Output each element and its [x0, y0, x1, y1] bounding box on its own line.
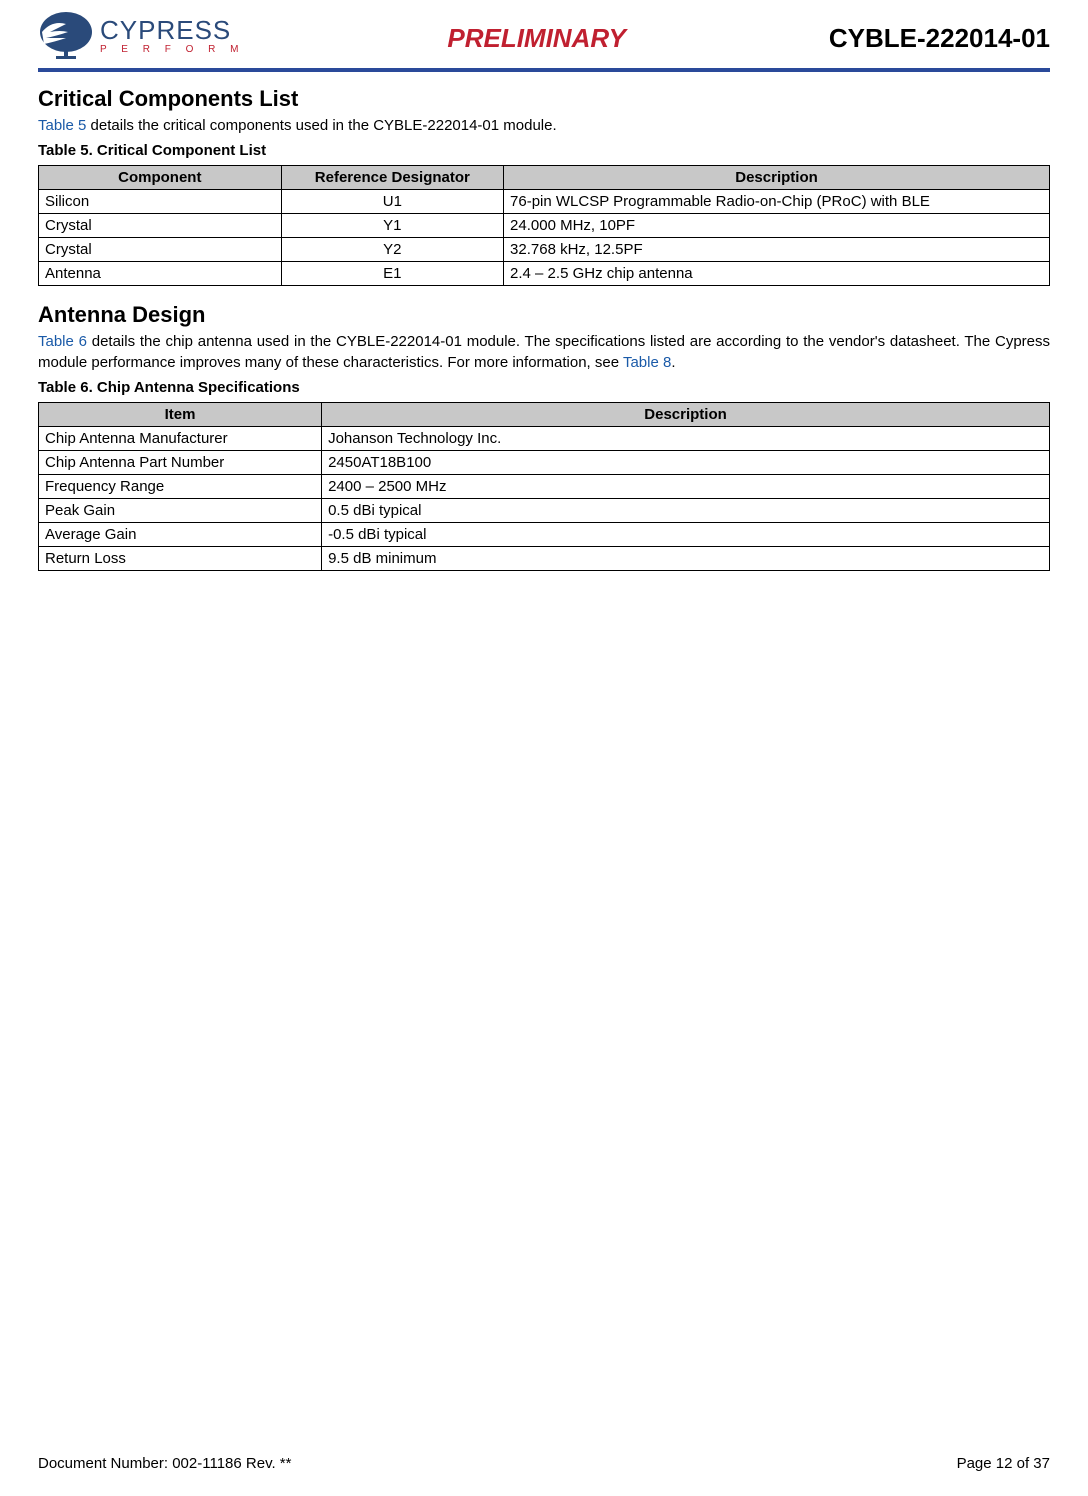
chip-antenna-table: ItemDescriptionChip Antenna Manufacturer… — [38, 402, 1050, 571]
table-row: Chip Antenna ManufacturerJohanson Techno… — [39, 426, 1050, 450]
header-divider — [38, 68, 1050, 72]
logo-tagline-text: P E R F O R M — [100, 45, 245, 55]
table-row: Average Gain-0.5 dBi typical — [39, 522, 1050, 546]
table-cell: Return Loss — [39, 546, 322, 570]
table-cell: Frequency Range — [39, 474, 322, 498]
table5-title: Table 5. Critical Component List — [38, 142, 1050, 159]
table-cell: Silicon — [39, 190, 282, 214]
table-row: Chip Antenna Part Number2450AT18B100 — [39, 450, 1050, 474]
table-cell: Average Gain — [39, 522, 322, 546]
table6-title: Table 6. Chip Antenna Specifications — [38, 379, 1050, 396]
table-cell: 2400 – 2500 MHz — [322, 474, 1050, 498]
table-header-cell: Description — [322, 402, 1050, 426]
table-cell: 2450AT18B100 — [322, 450, 1050, 474]
table-header-cell: Description — [504, 166, 1050, 190]
table-cell: E1 — [281, 262, 503, 286]
table-cell: Chip Antenna Part Number — [39, 450, 322, 474]
table-cell: 9.5 dB minimum — [322, 546, 1050, 570]
section-heading-critical-components: Critical Components List — [38, 86, 1050, 112]
table-cell: Johanson Technology Inc. — [322, 426, 1050, 450]
table-cell: U1 — [281, 190, 503, 214]
section-heading-antenna-design: Antenna Design — [38, 302, 1050, 328]
table-header-cell: Component — [39, 166, 282, 190]
table-row: AntennaE12.4 – 2.5 GHz chip antenna — [39, 262, 1050, 286]
table5-link[interactable]: Table 5 — [38, 117, 86, 134]
table-header-cell: Item — [39, 402, 322, 426]
section2-intro-end: . — [671, 354, 675, 371]
table-row: Peak Gain0.5 dBi typical — [39, 498, 1050, 522]
section1-intro: Table 5 details the critical components … — [38, 116, 1050, 136]
preliminary-label: PRELIMINARY — [245, 23, 829, 62]
cypress-tree-icon — [38, 10, 94, 62]
table-row: SiliconU176-pin WLCSP Programmable Radio… — [39, 190, 1050, 214]
section2-intro-mid: details the chip antenna used in the CYB… — [38, 333, 1050, 370]
document-id: CYBLE-222014-01 — [829, 23, 1050, 62]
table-cell: 2.4 – 2.5 GHz chip antenna — [504, 262, 1050, 286]
table-row: Frequency Range2400 – 2500 MHz — [39, 474, 1050, 498]
table-row: CrystalY232.768 kHz, 12.5PF — [39, 238, 1050, 262]
footer-page-number: Page 12 of 37 — [957, 1455, 1050, 1472]
table-row: Return Loss9.5 dB minimum — [39, 546, 1050, 570]
critical-component-table: ComponentReference DesignatorDescription… — [38, 165, 1050, 286]
section2-intro: Table 6 details the chip antenna used in… — [38, 332, 1050, 373]
table-cell: Chip Antenna Manufacturer — [39, 426, 322, 450]
table6-link[interactable]: Table 6 — [38, 333, 87, 350]
table-cell: 32.768 kHz, 12.5PF — [504, 238, 1050, 262]
table-cell: 76-pin WLCSP Programmable Radio-on-Chip … — [504, 190, 1050, 214]
table8-link[interactable]: Table 8 — [623, 354, 671, 371]
table-cell: 24.000 MHz, 10PF — [504, 214, 1050, 238]
logo-brand-text: CYPRESS — [100, 17, 245, 43]
table-row: CrystalY124.000 MHz, 10PF — [39, 214, 1050, 238]
table-cell: Y2 — [281, 238, 503, 262]
table-cell: Y1 — [281, 214, 503, 238]
table-cell: Antenna — [39, 262, 282, 286]
table-cell: 0.5 dBi typical — [322, 498, 1050, 522]
table-cell: -0.5 dBi typical — [322, 522, 1050, 546]
page-header: CYPRESS P E R F O R M PRELIMINARY CYBLE-… — [38, 10, 1050, 68]
page-footer: Document Number: 002-11186 Rev. ** Page … — [38, 1455, 1050, 1472]
table-cell: Peak Gain — [39, 498, 322, 522]
footer-doc-number: Document Number: 002-11186 Rev. ** — [38, 1455, 291, 1472]
table-cell: Crystal — [39, 214, 282, 238]
table-header-cell: Reference Designator — [281, 166, 503, 190]
section1-intro-rest: details the critical components used in … — [86, 117, 556, 134]
table-cell: Crystal — [39, 238, 282, 262]
logo: CYPRESS P E R F O R M — [38, 10, 245, 62]
